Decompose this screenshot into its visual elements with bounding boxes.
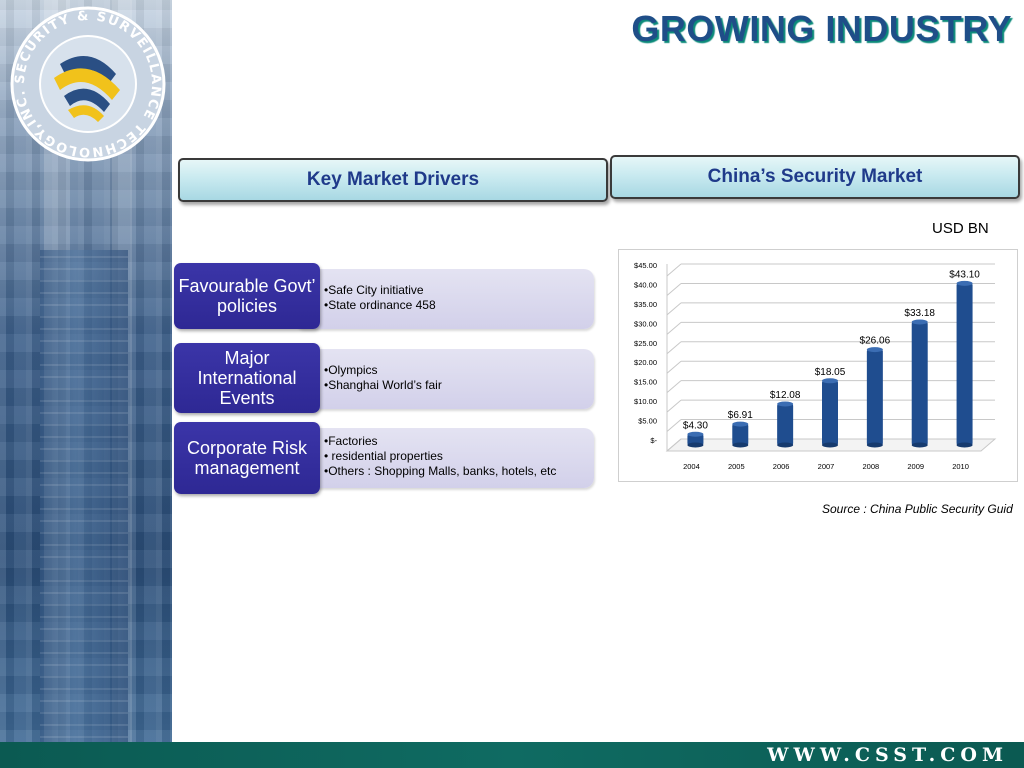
y-tick-label: $15.00: [634, 378, 657, 387]
key-market-drivers-header: Key Market Drivers: [178, 158, 608, 202]
gridline-side: [666, 302, 682, 316]
gridline-side: [666, 283, 682, 296]
driver-bullet-list: •Safe City initiative •State ordinance 4…: [324, 283, 594, 313]
driver-detail-panel: [294, 349, 594, 409]
driver-label: Major International Events: [174, 343, 320, 413]
x-tick-label: 2006: [773, 462, 790, 471]
bullet-item: • residential properties: [324, 449, 443, 463]
driver-row: Major International Events •Olympics •Sh…: [174, 343, 594, 413]
bar: [822, 380, 838, 445]
bar-top: [732, 421, 749, 427]
bar-chart: $- $5.00 $10.00 $15.00 $20.00 $25.00 $30.00 $35…: [634, 261, 997, 471]
driver-bullet-list: •Olympics •Shanghai World’s fair: [324, 363, 594, 393]
bullet-item: •Olympics: [324, 363, 378, 377]
china-security-market-header: China’s Security Market: [610, 155, 1020, 199]
driver-detail-panel: [294, 269, 594, 329]
gridline-side: [666, 341, 682, 355]
gridline-side: [666, 419, 682, 432]
bar-top: [956, 280, 973, 286]
bullet-item: •Factories: [324, 434, 378, 448]
bar-base: [911, 442, 928, 448]
x-tick-label: 2007: [818, 462, 835, 471]
x-tick-label: 2004: [683, 462, 700, 471]
building-image: [40, 250, 128, 750]
bar-top: [687, 431, 704, 437]
x-tick-label: 2008: [863, 462, 880, 471]
gridline-side: [666, 399, 682, 413]
driver-detail-panel: [294, 428, 594, 488]
x-tick-label: 2005: [728, 462, 745, 471]
page-title: GROWING INDUSTRY: [631, 8, 1012, 49]
bar-base: [732, 442, 749, 448]
bar-top: [866, 347, 883, 353]
data-label: $43.10: [949, 269, 980, 280]
y-tick-label: $20.00: [634, 358, 657, 367]
data-label: $4.30: [683, 420, 708, 431]
bar-base: [687, 442, 704, 448]
bar: [956, 283, 973, 445]
data-label: $26.06: [860, 336, 891, 347]
bullet-item: •Safe City initiative: [324, 283, 424, 297]
gridline-side: [666, 321, 682, 335]
unit-label: USD BN: [932, 220, 989, 237]
bar: [777, 404, 794, 445]
bar: [866, 349, 883, 445]
bar-top: [911, 319, 928, 325]
y-tick-label: $-: [650, 436, 657, 445]
driver-label: Favourable Govt’ policies: [174, 263, 320, 329]
y-tick-label: $25.00: [634, 339, 657, 348]
bar-base: [956, 442, 973, 448]
bullet-item: •Others : Shopping Malls, banks, hotels,…: [324, 464, 557, 478]
chart-container: $- $5.00 $10.00 $15.00 $20.00 $25.00 $30.00 $35…: [618, 249, 1018, 482]
y-tick-label: $30.00: [634, 319, 657, 328]
x-tick-label: 2009: [907, 462, 924, 471]
data-label: $12.08: [770, 390, 801, 401]
bar: [732, 424, 749, 445]
footer-bar: [0, 742, 1024, 768]
y-tick-label: $10.00: [634, 397, 657, 406]
bar-base: [866, 442, 883, 448]
data-label: $18.05: [815, 367, 846, 378]
y-tick-label: $45.00: [634, 261, 657, 270]
bar-top: [822, 378, 838, 384]
bullet-item: •State ordinance 458: [324, 298, 436, 312]
source-note: Source : China Public Security Guid: [822, 502, 1013, 516]
gridline-side: [666, 380, 682, 394]
driver-row: Corporate Risk management •Factories • r…: [174, 422, 594, 494]
y-tick-label: $40.00: [634, 280, 657, 289]
bar: [911, 321, 928, 445]
y-tick-label: $5.00: [638, 417, 657, 426]
bar-base: [777, 442, 794, 448]
data-label: $33.18: [904, 308, 935, 319]
x-tick-label: 2010: [952, 462, 969, 471]
bar: [687, 434, 704, 445]
data-label: $6.91: [728, 410, 753, 421]
gridline-side: [666, 263, 682, 277]
y-tick-label: $35.00: [634, 300, 657, 309]
driver-row: Favourable Govt’ policies •Safe City ini…: [174, 263, 594, 329]
footer-url: WWW.CSST.COM: [767, 744, 1008, 766]
bar-base: [822, 442, 838, 448]
driver-label: Corporate Risk management: [174, 422, 320, 494]
company-logo: SECURITY & SURVEILLANCE TECHNOLOGY,INC. …: [8, 4, 166, 162]
bullet-item: •Shanghai World’s fair: [324, 378, 442, 392]
driver-bullet-list: •Factories • residential properties •Oth…: [324, 434, 594, 479]
bar-top: [777, 401, 794, 407]
gridline-side: [666, 438, 682, 452]
gridline-side: [666, 360, 682, 374]
